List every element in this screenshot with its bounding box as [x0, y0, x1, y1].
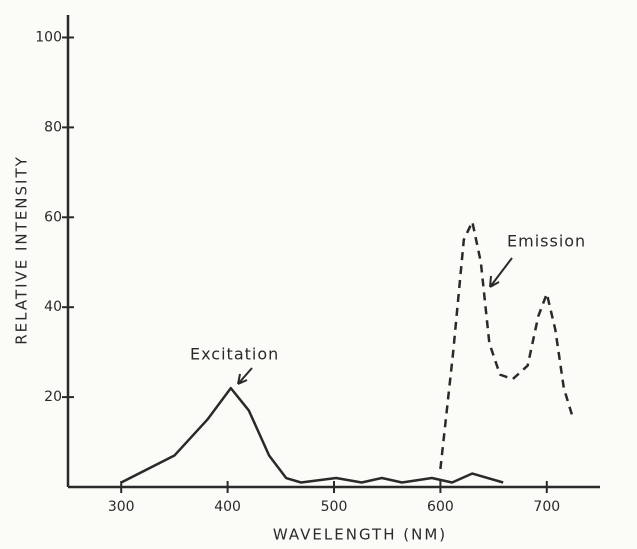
y-tick-label: 80: [44, 119, 62, 135]
y-axis-label: RELATIVE INTENSITY: [13, 155, 31, 345]
series-annotation: Emission: [507, 232, 586, 251]
x-tick-label: 700: [533, 499, 560, 515]
x-tick-label: 500: [321, 499, 348, 515]
x-tick-label: 400: [214, 499, 241, 515]
y-tick-label: 20: [44, 389, 62, 405]
x-tick-label: 300: [108, 499, 135, 515]
series-line: [439, 220, 575, 470]
arrow: [237, 367, 253, 385]
x-tick-label: 600: [427, 499, 454, 515]
series-annotation: Excitation: [190, 345, 279, 364]
y-tick-label: 40: [44, 299, 62, 315]
x-axis-label: WAVELENGTH (NM): [273, 526, 447, 544]
y-tick-label: 60: [44, 209, 62, 225]
y-tick-label: 100: [35, 29, 62, 45]
series-line: [120, 386, 504, 484]
arrow: [489, 257, 513, 288]
